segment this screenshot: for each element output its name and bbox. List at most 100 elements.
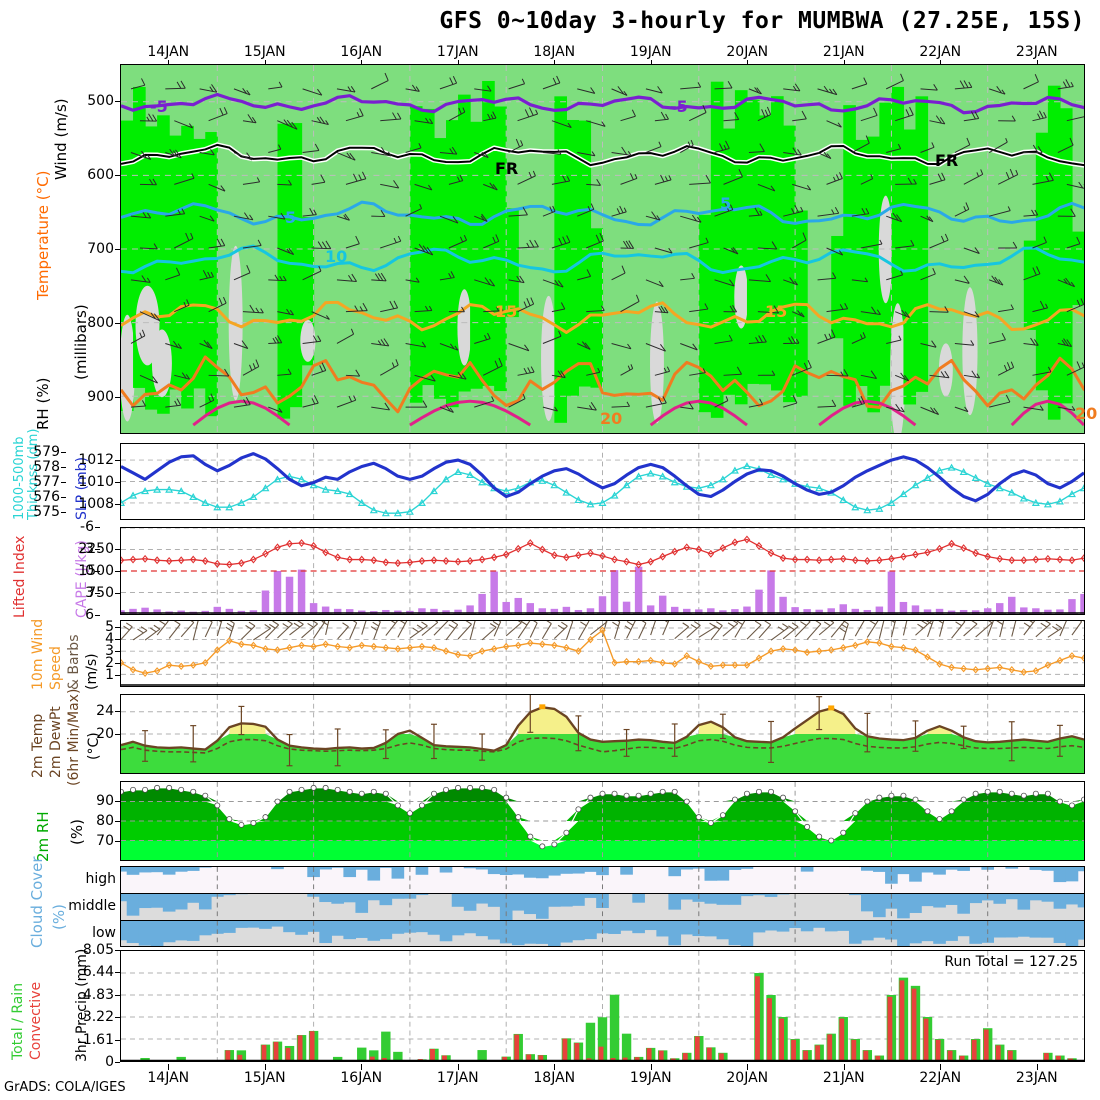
ytick-precip: 4.83 (82, 986, 114, 1003)
date-label: 18JAN (533, 1070, 576, 1086)
ytick-thickness: 577 (33, 474, 60, 491)
date-label: 19JAN (629, 1070, 672, 1086)
date-tick (747, 60, 749, 66)
legend-temp2m: 2m Temp (30, 713, 46, 778)
axis-tick (95, 615, 100, 616)
date-label: 20JAN (726, 1070, 769, 1086)
ytick-pressure: 600 (87, 167, 114, 183)
date-label: 22JAN (919, 1070, 962, 1086)
axis-tick (115, 821, 120, 822)
date-tick (264, 1064, 266, 1070)
date-label: 21JAN (822, 44, 865, 60)
axis-tick (115, 841, 120, 842)
date-tick (457, 60, 459, 66)
panel-cloud-high[interactable] (120, 866, 1085, 893)
ytick-precip: 1.61 (82, 1031, 114, 1048)
legend-lifted-index: Lifted Index (12, 535, 28, 618)
ytick-cape: 750 (87, 585, 114, 601)
ytick-temp: 20 (96, 726, 114, 742)
axis-tick (95, 527, 100, 528)
legend-wind: Wind (m/s) (52, 98, 70, 180)
contour-label: 5 (285, 208, 297, 227)
date-tick (264, 60, 266, 66)
contour-label: 15 (495, 302, 518, 321)
ytick-lifted-index: 0 (85, 563, 94, 579)
axis-tick (61, 512, 66, 514)
ytick-lifted-index: 6 (85, 607, 94, 623)
panel-upper-air[interactable] (120, 64, 1085, 434)
contour-label: FR (495, 159, 519, 178)
ytick-precip: 3.22 (82, 1009, 114, 1026)
panel-li-cape[interactable] (120, 527, 1085, 615)
ytick-pressure: 500 (87, 93, 114, 109)
contour-label: 15 (765, 302, 788, 321)
axis-tick (61, 482, 66, 484)
axis-tick (115, 503, 120, 505)
cloud-row-label-high: high (85, 871, 116, 887)
ytick-cape: 1500 (78, 563, 114, 579)
ytick-pressure: 700 (87, 241, 114, 257)
contour-label: 10 (325, 247, 348, 266)
axis-tick (115, 481, 120, 483)
panel-temp2m[interactable] (120, 694, 1085, 774)
date-tick (843, 60, 845, 66)
date-tick (1036, 60, 1038, 66)
contour-label: -5 (670, 97, 688, 116)
legend-rh: RH (%) (34, 377, 52, 430)
axis-tick (115, 101, 120, 102)
panel-cloud-middle[interactable] (120, 893, 1085, 920)
contour-label: FR (935, 151, 959, 170)
axis-tick (95, 571, 100, 572)
ytick-lifted-index: -3 (80, 541, 94, 557)
ytick-thickness: 579 (33, 444, 60, 461)
ytick-slp: 1008 (78, 495, 114, 512)
cloud-row-label-low: low (92, 925, 116, 941)
axis-tick (115, 571, 120, 572)
axis-tick (115, 1039, 120, 1041)
date-label: 15JAN (243, 1070, 286, 1086)
date-tick (168, 60, 170, 66)
date-label: 16JAN (340, 1070, 383, 1086)
panel-cloud-low[interactable] (120, 920, 1085, 947)
contour-label: 20 (600, 409, 623, 428)
axis-tick (115, 639, 120, 641)
ytick-precip: 8.05 (82, 942, 114, 958)
legend-wind-speed: Speed (48, 646, 64, 690)
panel-wind10m[interactable] (120, 620, 1085, 687)
axis-tick (115, 1062, 120, 1063)
ytick-rh: 90 (96, 793, 114, 809)
axis-tick (115, 397, 120, 398)
ytick-slp: 1012 (78, 451, 114, 468)
date-label: 16JAN (340, 44, 383, 60)
date-label: 23JAN (1015, 1070, 1058, 1086)
date-label: 23JAN (1015, 44, 1058, 60)
axis-tick (61, 497, 66, 499)
ytick-lifted-index: -6 (80, 519, 94, 535)
axis-tick (115, 593, 120, 594)
axis-tick (115, 950, 120, 951)
ytick-pressure: 900 (87, 389, 114, 405)
axis-tick (61, 452, 66, 454)
ytick-wind: 4 (105, 631, 114, 648)
date-tick (361, 1064, 363, 1070)
panel-precip[interactable]: Run Total = 127.25 (120, 950, 1085, 1062)
ytick-temp: 24 (96, 703, 114, 720)
ytick-thickness: 575 (33, 504, 60, 521)
panel-rh2m[interactable] (120, 781, 1085, 861)
date-label: 15JAN (243, 44, 286, 60)
ytick-wind: 2 (105, 655, 114, 672)
page-title: GFS 0~10day 3-hourly for MUMBWA (27.25E,… (439, 8, 1085, 34)
top-date-axis: 14JAN 15JAN 16JAN 17JAN 18JAN 19JAN 20JAN 21JAN… (120, 44, 1085, 66)
axis-tick (115, 323, 120, 324)
date-label: 18JAN (533, 44, 576, 60)
legend-precip-convective: Convective (28, 981, 44, 1060)
date-label: 17JAN (436, 1070, 479, 1086)
date-tick (747, 1064, 749, 1070)
panel-slp-thickness[interactable] (120, 443, 1085, 520)
date-tick (940, 1064, 942, 1070)
ytick-cape: 2250 (78, 541, 114, 557)
date-label: 20JAN (726, 44, 769, 60)
ytick-rh: 80 (96, 813, 114, 829)
axis-tick (115, 651, 120, 653)
ytick-wind: 1 (105, 667, 114, 684)
